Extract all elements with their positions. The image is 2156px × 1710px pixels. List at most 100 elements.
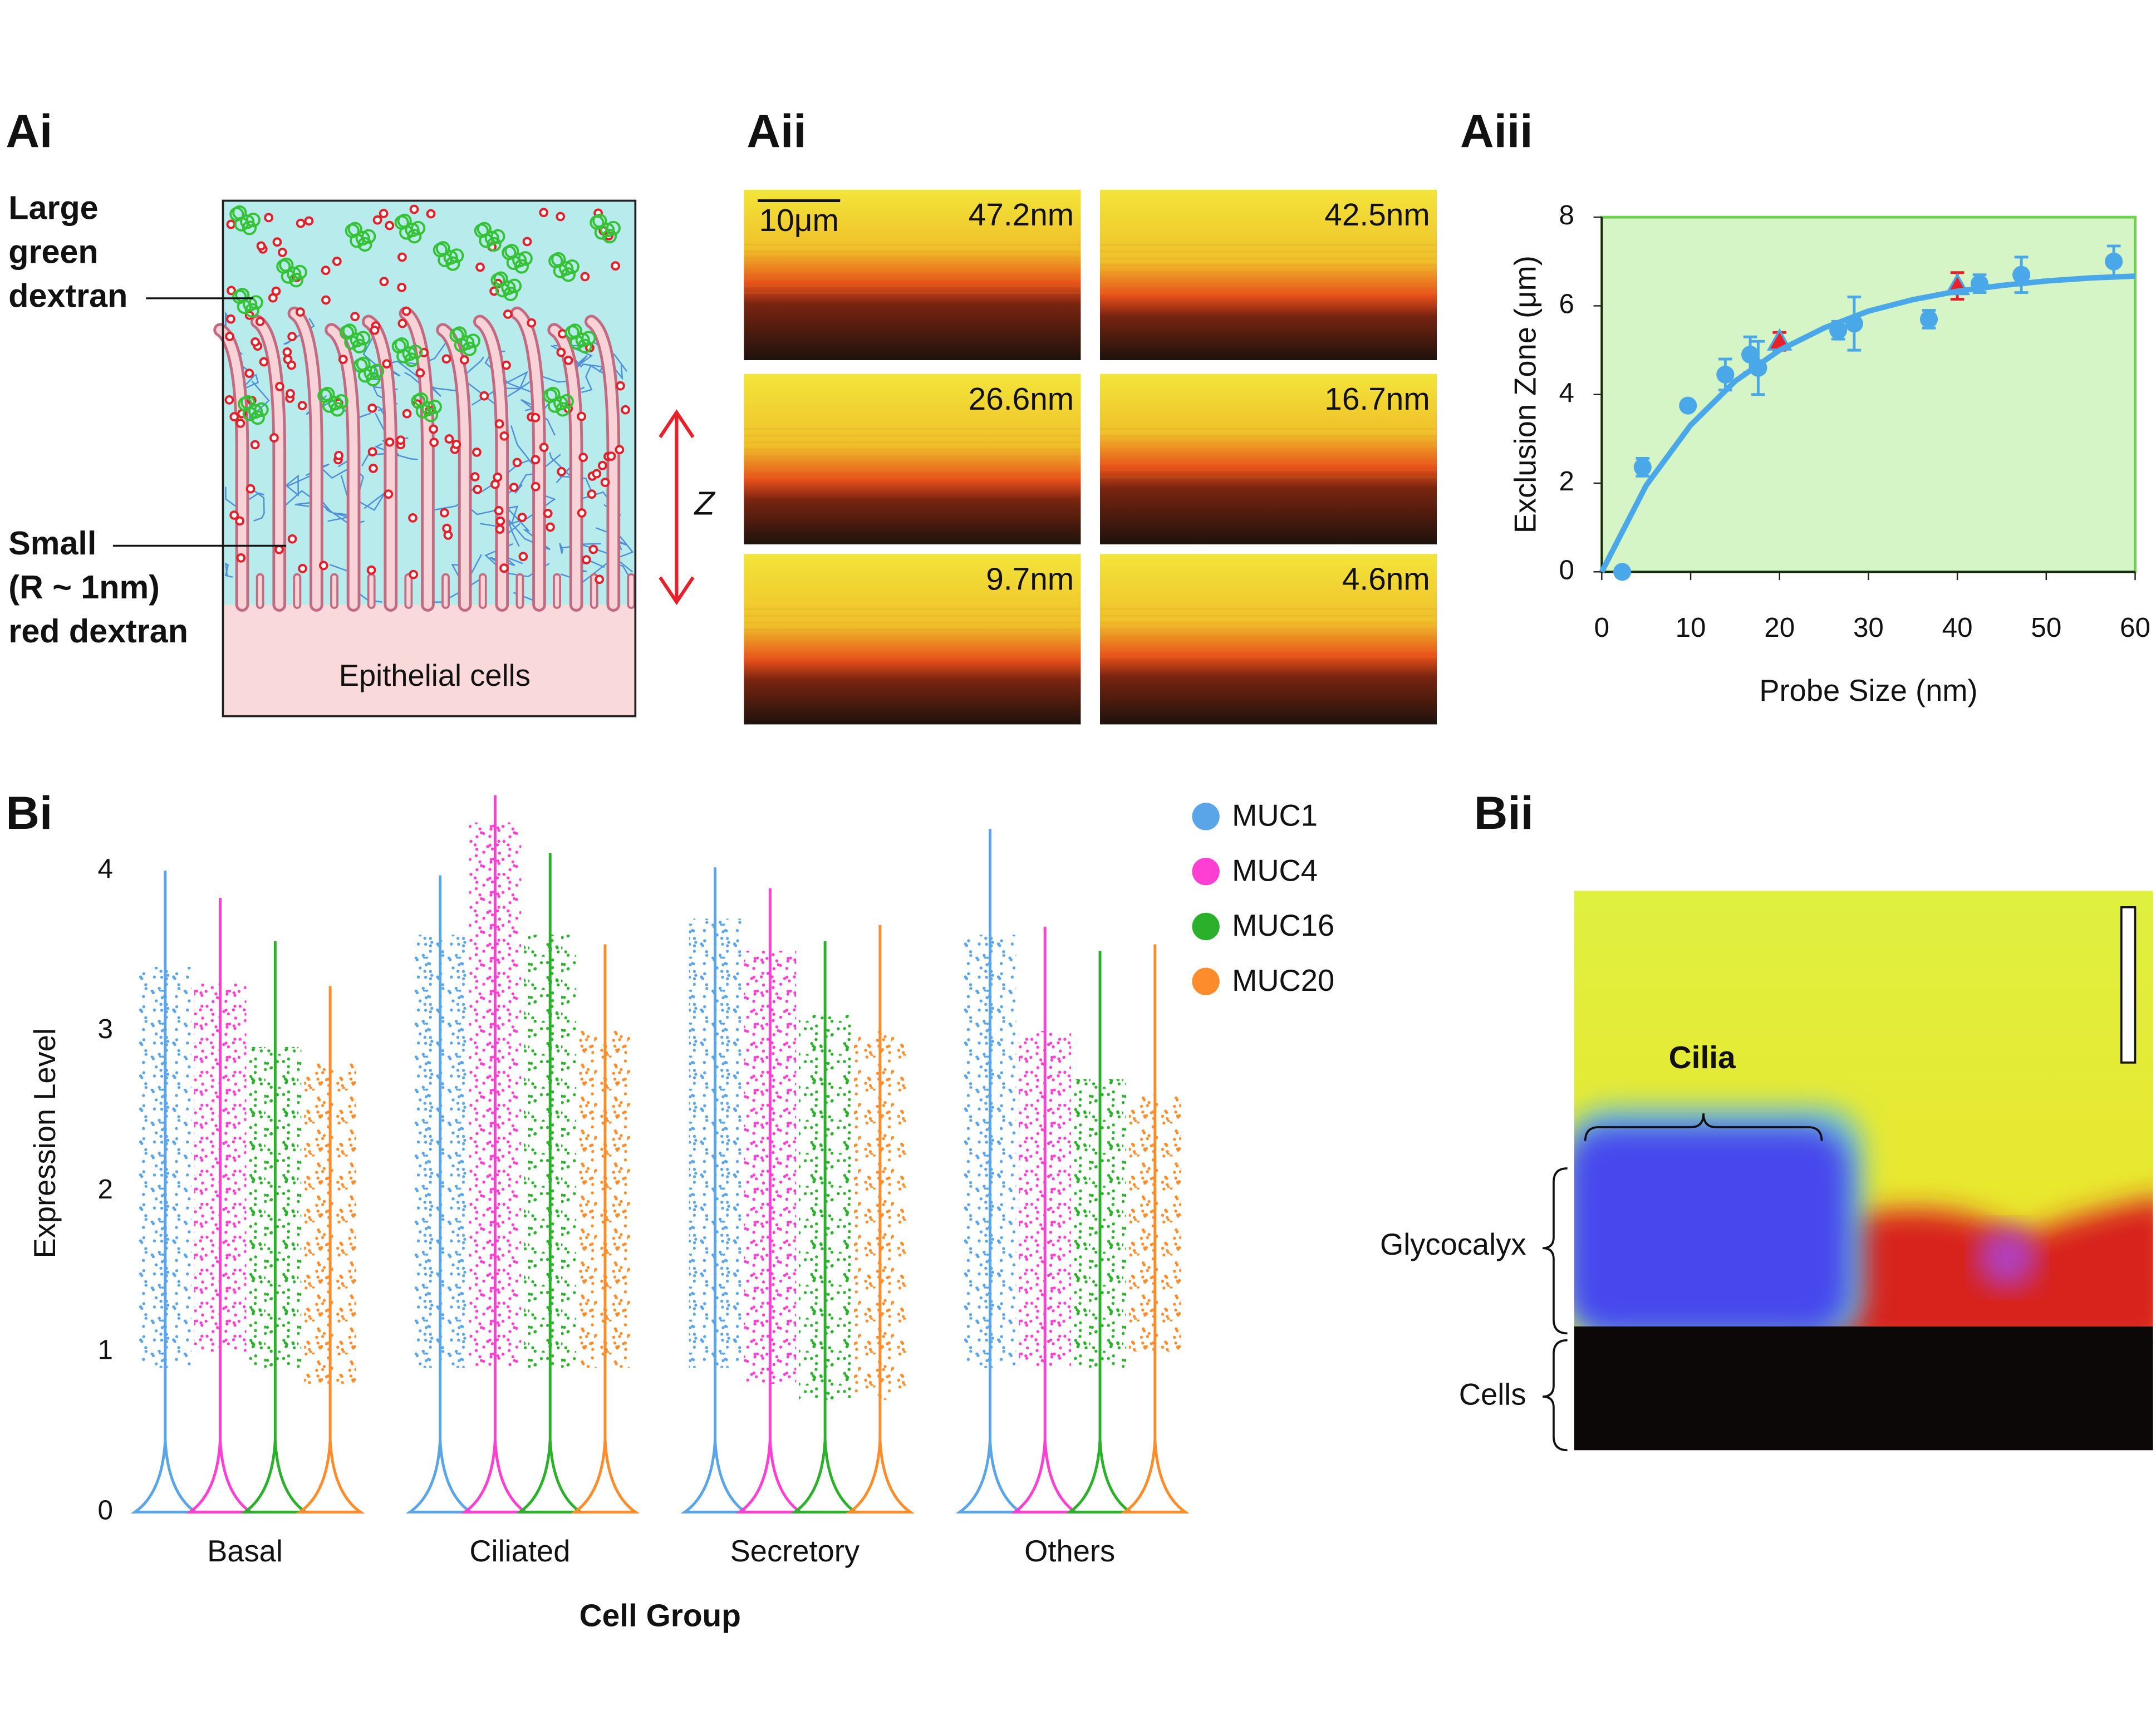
red-dextran: [251, 337, 260, 347]
small-dextran-label: (R ~ 1nm): [8, 568, 160, 606]
chart-bi: 0 1 2 3 4 Expression Level Cell Group Basal Cili…: [28, 795, 1334, 1634]
green-dextran: [320, 386, 335, 402]
red-dextran: [495, 524, 505, 534]
red-dextran: [475, 262, 485, 272]
green-dextran: [559, 261, 574, 276]
red-dextran: [595, 574, 605, 584]
x-tick-label: Basal: [207, 1534, 283, 1568]
glycocalyx-label: Glycocalyx: [1380, 1227, 1526, 1261]
legend-label: MUC4: [1232, 853, 1318, 887]
green-dextran: [350, 332, 365, 347]
y-tick-label: 2: [1559, 466, 1574, 497]
green-dextran: [232, 205, 247, 220]
red-dextran: [580, 272, 590, 282]
probe-label: 9.7nm: [986, 562, 1074, 597]
green-dextran: [577, 338, 592, 353]
red-dextran: [479, 391, 489, 401]
violin: [130, 870, 200, 1514]
green-dextran: [477, 222, 492, 237]
red-dextran: [518, 552, 528, 562]
red-dextran: [296, 307, 305, 317]
green-dextran: [575, 332, 590, 347]
red-dextran: [531, 412, 541, 422]
green-dextran: [567, 323, 582, 338]
red-dextran: [539, 443, 549, 453]
red-dextran: [429, 424, 439, 434]
red-dextran: [409, 204, 419, 214]
red-dextran: [269, 433, 279, 443]
violin: [295, 986, 365, 1514]
violin: [680, 867, 750, 1514]
violin: [845, 925, 915, 1514]
red-dextran: [250, 440, 260, 450]
mucin-strand: [224, 562, 233, 578]
red-dextran: [287, 534, 297, 544]
violin: [735, 888, 805, 1514]
red-dextran: [272, 237, 282, 247]
y-tick-label: 1: [97, 1334, 112, 1365]
green-dextran: [421, 401, 436, 416]
x-tick-label: 40: [1942, 612, 1973, 643]
point: [1633, 458, 1652, 476]
cells-dark: [1574, 1326, 2153, 1451]
cilia-layer: [213, 204, 636, 612]
cilia-blue: [1574, 1127, 1849, 1334]
green-dextran: [493, 271, 508, 286]
micrograph: [1100, 189, 1437, 360]
red-dextran: [379, 277, 389, 287]
red-dextran: [226, 219, 236, 229]
x-axis-label: Cell Group: [579, 1599, 741, 1634]
violin: [405, 875, 475, 1514]
red-dextran: [522, 237, 532, 247]
red-dextran: [304, 216, 314, 226]
y-axis-label: Exclusion Zone (μm): [1508, 255, 1542, 533]
point: [2105, 252, 2123, 271]
green-dextran: [592, 213, 607, 228]
red-dextran: [611, 261, 621, 271]
y-tick-label: 8: [1559, 200, 1574, 230]
red-dextran: [396, 435, 406, 445]
green-dextran: [287, 267, 302, 282]
red-dextran: [296, 218, 306, 228]
violin: [240, 941, 310, 1514]
legend-marker: [1192, 912, 1220, 941]
green-dextran: [452, 326, 467, 341]
green-dextran: [405, 223, 420, 238]
y-tick-label: 3: [97, 1014, 112, 1044]
red-dextran: [397, 252, 407, 262]
green-dextran: [503, 286, 518, 302]
green-dextran: [356, 356, 371, 371]
cilium: [327, 326, 358, 609]
x-tick-label: Others: [1024, 1534, 1115, 1568]
green-dextran: [514, 259, 529, 274]
green-dextran: [352, 338, 367, 353]
y-tick-label: 4: [97, 853, 112, 884]
red-dextran: [439, 508, 449, 518]
red-dextran: [442, 523, 452, 533]
small-dextran-label: Small: [8, 524, 96, 562]
mucin-strand: [372, 360, 423, 381]
diagram-frame: [222, 199, 637, 718]
image-bii: Cilia Glycocalyx Cells: [1380, 891, 2153, 1452]
red-dextran: [543, 508, 553, 518]
red-dextran: [271, 286, 281, 296]
plot-area: [1600, 215, 2137, 573]
green-dextran: [244, 303, 260, 318]
green-dextran: [445, 256, 460, 271]
scale-bar-label: 10μm: [759, 203, 839, 238]
green-dextran: [555, 402, 571, 417]
green-dextran: [240, 395, 256, 410]
red-dextran: [277, 248, 287, 257]
diagram-ai: Large green dextran Small (R ~ 1nm) red dextr…: [8, 189, 716, 718]
panel-label: Aii: [747, 105, 806, 157]
green-dextran: [342, 323, 357, 338]
legend-label: MUC1: [1232, 799, 1318, 833]
green-dextran: [602, 229, 617, 244]
red-dextran: [597, 460, 607, 470]
green-dextran: [423, 407, 439, 422]
green-dextran: [487, 237, 502, 252]
red-dextran: [587, 489, 597, 499]
red-dextran: [370, 325, 380, 335]
red-dextran: [472, 448, 482, 457]
red-dextran: [366, 565, 376, 575]
